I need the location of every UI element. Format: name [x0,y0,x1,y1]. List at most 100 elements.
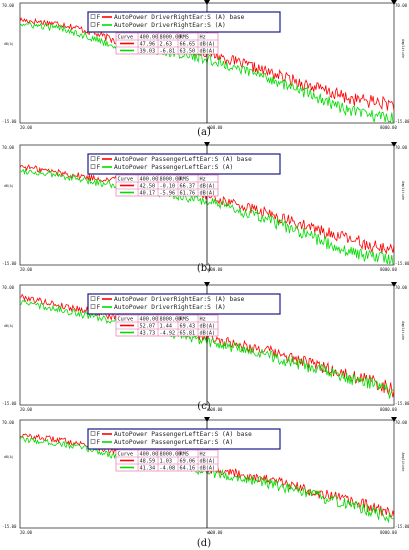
legend-checkbox[interactable] [90,296,96,301]
legend-checkbox[interactable] [90,164,96,169]
legend-checkbox[interactable] [90,439,96,444]
legend-prefix: F [97,304,101,311]
legend-prefix: F [97,296,101,303]
y-unit-label: dB(A) [4,184,14,188]
y-max-label: 70.00 [2,3,15,8]
y-max-label: 70.00 [2,145,15,150]
table-cell-unit: dB(A) [200,458,216,464]
table-cell-v8000: -6.81 [160,48,176,54]
table-header: Hz [200,316,206,322]
table-header: RMS [180,316,189,322]
x-min-label: 20.00 [20,530,33,535]
cursor-marker-right-icon [391,417,397,422]
table-cell-unit: dB(A) [200,41,216,47]
table-header: Curve [118,316,134,322]
y-min-label: -15.00 [2,119,17,124]
y-right-axis-label: Amplitude [401,321,405,340]
y-min-label: -15.00 [2,401,17,406]
legend-box [87,11,281,33]
x-unit-label: Hz [207,408,211,412]
table-cell-unit: dB(A) [200,183,216,189]
legend-entry-text: AutoPower DriverRightEar:S (A) [114,304,226,311]
legend-entry-text: AutoPower PassengerLeftEar:S (A) [114,164,233,171]
legend-entry-text: AutoPower DriverRightEar:S (A) base [114,14,245,21]
cursor-marker-icon [204,417,210,422]
legend-box [87,428,281,450]
table-cell-unit: dB(A) [200,190,216,196]
table-cell-unit: dB(A) [200,330,216,336]
table-cell-v8000: 2.63 [160,41,173,47]
x-max-label: 8000.00 [380,407,397,412]
table-cell-v400: 41.34 [140,465,156,471]
legend-checkbox[interactable] [90,304,96,309]
y-right-axis-label: Amplitude [401,452,405,471]
table-cell-rms: 65.81 [180,330,196,336]
y-max-label-right: 70.00 [395,145,408,150]
panel-caption: (a) [197,127,211,138]
x-max-label: 8000.00 [380,267,397,272]
table-cell-v400: 47.96 [140,41,156,47]
x-unit-label: Hz [207,126,211,130]
legend-checkbox[interactable] [90,14,96,19]
cursor-value-label: 400.00 [208,267,223,272]
legend-box [87,153,281,175]
table-cell-v400: 39.03 [140,48,156,54]
y-min-label: -15.00 [2,524,17,529]
legend-prefix: F [97,439,101,446]
legend-entry-text: AutoPower DriverRightEar:S (A) base [114,296,245,303]
x-min-label: 20.00 [20,267,33,272]
table-cell-unit: dB(A) [200,48,216,54]
legend-checkbox[interactable] [90,431,96,436]
panel-caption: (c) [197,401,211,412]
y-max-label-right: 70.00 [395,3,408,8]
y-min-label-right: -15.00 [395,261,409,266]
table-cell-rms: 61.76 [180,190,196,196]
legend-prefix: F [97,22,101,29]
table-cell-rms: 66.65 [180,41,196,47]
value-table [115,174,219,197]
chart-panel-1: 70.00 -15.00 dB(A) 20.00 8000.00 400.00 Hz 70.0… [2,142,409,274]
legend-checkbox[interactable] [90,22,96,27]
legend-prefix: F [97,431,101,438]
table-header: 8000.00 [160,451,182,457]
legend-entry-text: AutoPower PassengerLeftEar:S (A) base [114,156,252,163]
table-header: RMS [180,451,189,457]
y-min-label-right: -15.00 [395,401,409,406]
table-header: Curve [118,451,134,457]
x-min-label: 20.00 [20,125,33,130]
cursor-value-label: 400.00 [208,530,223,535]
table-cell-unit: dB(A) [200,323,216,329]
y-unit-label: dB(A) [4,324,14,328]
panel-caption: (b) [197,263,211,274]
legend-checkbox[interactable] [90,156,96,161]
table-header: 400.00 [140,34,159,40]
table-cell-v8000: -4.92 [160,330,176,336]
table-cell-v400: 40.17 [140,190,156,196]
x-unit-label: Hz [207,531,211,535]
legend-box [87,293,281,315]
x-max-label: 8000.00 [380,125,397,130]
y-max-label-right: 70.00 [395,420,408,425]
cursor-value-label: 400.00 [208,125,223,130]
table-header: Hz [200,176,206,182]
cursor-marker-right-icon [391,282,397,287]
x-min-label: 20.00 [20,407,33,412]
x-max-label: 8000.00 [380,530,397,535]
table-header: Curve [118,34,134,40]
table-cell-rms: 69.43 [180,323,196,329]
y-min-label-right: -15.00 [395,119,409,124]
legend-prefix: F [97,14,101,21]
table-header: 400.00 [140,316,159,322]
table-cell-v8000: 1.44 [160,323,173,329]
cursor-value-label: 400.00 [208,407,223,412]
table-cell-v400: 43.73 [140,330,156,336]
y-max-label: 70.00 [2,420,15,425]
table-cell-v8000: 1.03 [160,458,173,464]
table-cell-v400: 48.59 [140,458,156,464]
panel-caption: (d) [197,538,211,549]
y-right-axis-label: Amplitude [401,181,405,200]
